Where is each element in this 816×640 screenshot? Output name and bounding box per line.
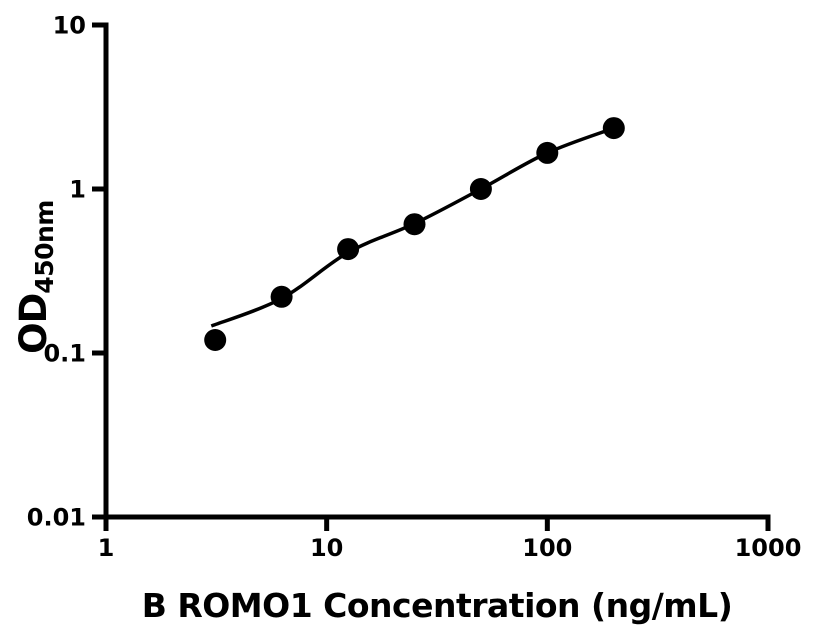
x-tick-label: 10 (310, 534, 343, 562)
x-tick-label: 100 (522, 534, 572, 562)
x-tick-label: 1000 (735, 534, 802, 562)
data-point (602, 117, 625, 140)
y-tick-label: 0.01 (27, 504, 86, 532)
y-axis-label: OD 450nm (12, 127, 64, 427)
data-point (337, 238, 360, 261)
y-tick-label: 0.1 (43, 340, 86, 368)
y-axis-label-subscript: 450nm (30, 200, 59, 294)
y-tick-label: 10 (53, 12, 86, 40)
x-axis-title: B ROMO1 Concentration (ng/mL) (141, 586, 733, 625)
data-point (204, 329, 227, 351)
data-point (403, 213, 426, 236)
data-point (270, 285, 293, 308)
x-tick-label: 1 (98, 534, 115, 562)
axis-spines (103, 22, 771, 520)
data-point (469, 178, 492, 200)
y-tick-label: 1 (69, 176, 86, 204)
data-point (536, 141, 559, 164)
y-axis-label-main: OD (12, 293, 55, 354)
